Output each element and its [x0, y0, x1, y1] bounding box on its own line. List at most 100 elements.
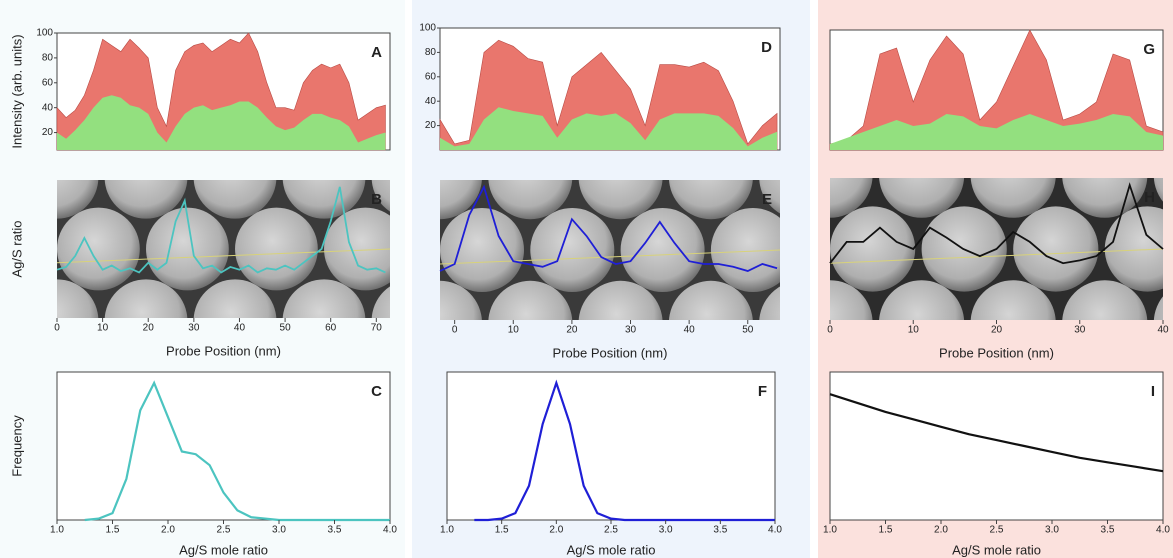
- particle: [324, 207, 390, 291]
- x-axis-title: Ag/S mole ratio: [179, 542, 268, 557]
- micrograph: [440, 180, 780, 320]
- y-tick-label: 60: [425, 71, 437, 82]
- x-axis-title: Ag/S mole ratio: [952, 542, 1041, 557]
- plot-frame: [446, 371, 776, 521]
- panel-letter: G: [1143, 41, 1155, 58]
- particle: [1062, 280, 1148, 320]
- x-axis-title: Probe Position (nm): [939, 345, 1054, 360]
- x-tick-label: 1.0: [50, 525, 64, 536]
- particle: [668, 180, 753, 220]
- panel-letter: H: [1144, 189, 1155, 206]
- y-axis-title: Frequency: [9, 415, 24, 477]
- particle: [440, 208, 524, 292]
- y-tick-label: 20: [42, 127, 54, 138]
- particle: [104, 180, 188, 219]
- x-tick-label: 4.0: [383, 525, 397, 536]
- x-tick-label: 30: [188, 323, 200, 334]
- y-axis-title: Intensity (arb. units): [9, 34, 24, 148]
- y-tick-label: 100: [419, 23, 436, 34]
- particle: [710, 208, 780, 292]
- x-tick-label: 60: [325, 323, 337, 334]
- particle: [759, 286, 780, 320]
- x-tick-label: 1.0: [440, 525, 454, 536]
- micrograph: [830, 178, 1163, 320]
- particle: [1013, 206, 1099, 292]
- panel-letter: E: [762, 191, 772, 208]
- particle: [1153, 178, 1163, 202]
- line: [829, 182, 1164, 265]
- panel-letter: C: [371, 383, 382, 400]
- x-axis-title: Probe Position (nm): [166, 343, 281, 358]
- x-tick-label: 2.0: [549, 525, 563, 536]
- x-tick-label: 20: [566, 325, 578, 336]
- panel-letter: F: [758, 383, 767, 400]
- x-tick-label: 40: [234, 323, 246, 334]
- particle: [879, 280, 965, 320]
- particle: [830, 206, 916, 292]
- particle: [282, 279, 366, 318]
- plot-frame: [56, 371, 391, 521]
- area: [440, 107, 778, 150]
- particle: [371, 286, 390, 318]
- y-axis-title: Ag/S ratio: [9, 220, 24, 277]
- x-tick-label: 3.5: [328, 525, 342, 536]
- particle: [578, 180, 663, 220]
- x-tick-label: 0: [54, 323, 60, 334]
- x-tick-label: 10: [508, 325, 520, 336]
- particle: [830, 280, 873, 320]
- particle: [104, 279, 188, 318]
- y-tick-label: 100: [36, 28, 53, 39]
- micrograph: [57, 180, 390, 318]
- particle: [488, 180, 573, 220]
- x-tick-label: 3.0: [272, 525, 286, 536]
- x-tick-label: 2.0: [934, 525, 948, 536]
- particle: [193, 180, 277, 219]
- particle: [970, 178, 1056, 218]
- x-tick-label: 40: [1157, 325, 1169, 336]
- x-tick-label: 20: [991, 325, 1003, 336]
- particle: [282, 180, 366, 219]
- y-tick-label: 80: [425, 47, 437, 58]
- x-tick-label: 50: [280, 323, 292, 334]
- x-tick-label: 3.0: [659, 525, 673, 536]
- particle: [1104, 206, 1163, 292]
- x-tick-label: 50: [742, 325, 754, 336]
- area: [57, 95, 386, 150]
- probe-path: [57, 248, 390, 264]
- x-tick-label: 4.0: [1156, 525, 1170, 536]
- plot-frame: [829, 371, 1164, 521]
- particle: [440, 280, 482, 320]
- probe-path: [440, 249, 780, 265]
- particle: [668, 280, 753, 320]
- y-tick-label: 60: [42, 77, 54, 88]
- particle: [440, 180, 482, 220]
- x-tick-label: 3.0: [1045, 525, 1059, 536]
- x-tick-label: 30: [1074, 325, 1086, 336]
- y-tick-label: 20: [425, 120, 437, 131]
- panel-letter: D: [761, 39, 772, 56]
- x-tick-label: 10: [908, 325, 920, 336]
- particle: [371, 180, 390, 212]
- x-tick-label: 0: [827, 325, 833, 336]
- line: [56, 186, 386, 274]
- particle: [759, 180, 780, 214]
- y-tick-label: 80: [42, 53, 54, 64]
- particle: [830, 178, 873, 218]
- particle: [57, 207, 140, 291]
- particle: [578, 280, 663, 320]
- line: [84, 380, 390, 522]
- particle: [620, 208, 705, 292]
- x-tick-label: 4.0: [768, 525, 782, 536]
- x-tick-label: 20: [143, 323, 155, 334]
- particle: [879, 178, 965, 218]
- particle: [488, 280, 573, 320]
- x-tick-label: 3.5: [1101, 525, 1115, 536]
- x-tick-label: 0: [452, 325, 458, 336]
- x-tick-label: 2.5: [990, 525, 1004, 536]
- particle: [146, 207, 229, 291]
- particle: [1153, 296, 1163, 320]
- panel-letter: I: [1151, 383, 1155, 400]
- x-tick-label: 1.0: [823, 525, 837, 536]
- x-tick-label: 70: [371, 323, 383, 334]
